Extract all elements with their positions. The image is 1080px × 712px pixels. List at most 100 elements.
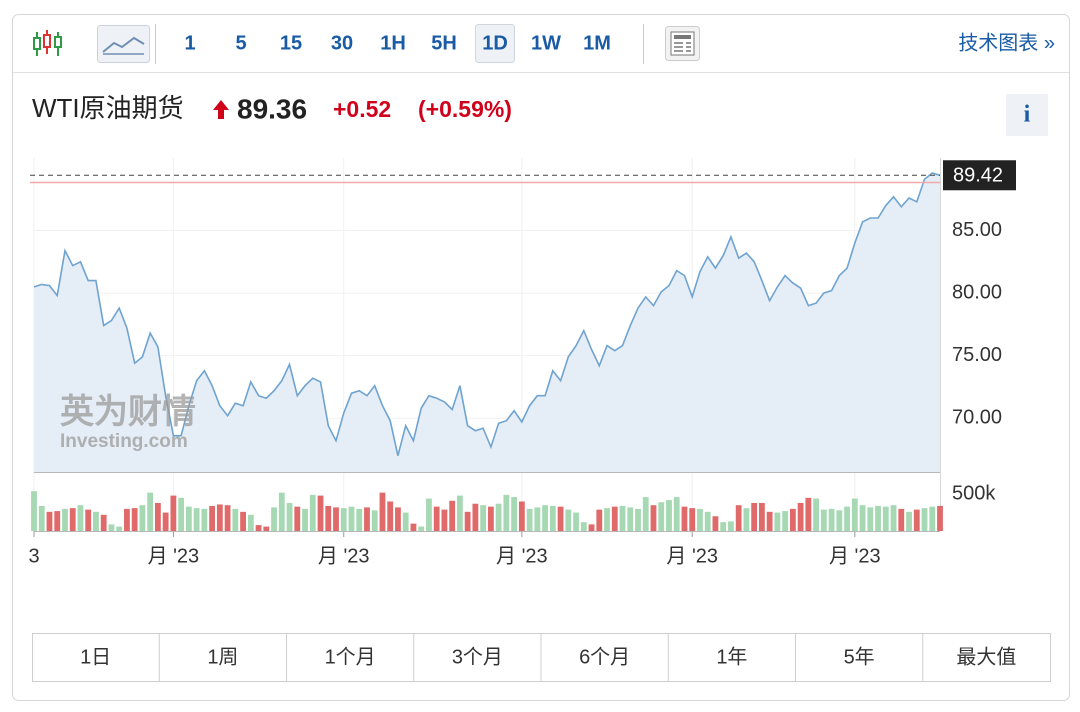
volume-bar: [480, 505, 487, 531]
volume-bar: [557, 506, 564, 531]
range-button[interactable]: 最大值: [956, 645, 1016, 668]
y-tick-label: 85.00: [952, 219, 1002, 241]
x-tick-label: 月 '23: [666, 545, 718, 567]
volume-bar: [859, 505, 866, 531]
volume-bar: [921, 508, 928, 531]
watermark-site: Investing.com: [60, 431, 188, 452]
volume-bar: [93, 511, 99, 531]
volume-bar: [882, 506, 889, 531]
volume-bar: [302, 508, 308, 531]
volume-bar: [565, 509, 572, 531]
volume-bar: [441, 509, 448, 531]
volume-bar: [185, 506, 192, 531]
volume-bar: [178, 497, 185, 531]
volume-bar: [371, 510, 378, 531]
volume-bar: [766, 511, 773, 531]
volume-bar: [340, 508, 347, 531]
volume-bar: [596, 509, 603, 531]
volume-bar: [495, 503, 502, 531]
volume-bar: [62, 508, 68, 531]
price-line: [33, 172, 941, 456]
active-interval-bg: [475, 24, 515, 63]
volume-bar: [642, 497, 649, 531]
range-button[interactable]: 1年: [716, 645, 747, 668]
volume-bar: [209, 505, 216, 531]
candle-icon[interactable]: [33, 30, 62, 56]
volume-bar: [100, 514, 107, 531]
volume-bar: [542, 505, 548, 531]
info-button[interactable]: [1006, 94, 1048, 136]
volume-bar: [619, 505, 626, 531]
volume-bar: [906, 511, 912, 531]
line-icon[interactable]: [97, 25, 150, 63]
volume-bar: [472, 503, 479, 531]
range-button[interactable]: 5年: [844, 645, 875, 668]
volume-bar: [867, 507, 874, 531]
volume-bar: [54, 511, 61, 531]
interval-button[interactable]: 1W: [531, 32, 561, 54]
volume-bar: [573, 512, 579, 531]
y-tick-label: 75.00: [952, 344, 1002, 366]
volume-bar: [697, 508, 703, 531]
volume-bar: [286, 502, 293, 531]
volume-bar: [549, 505, 556, 531]
volume-bar: [240, 511, 246, 531]
interval-button[interactable]: 1M: [583, 32, 611, 54]
volume-bar: [433, 506, 440, 531]
volume-bar: [418, 526, 425, 531]
volume-bar: [635, 508, 641, 531]
volume-bar: [38, 505, 45, 531]
watermark-brand: 英为财情: [60, 393, 196, 431]
range-button[interactable]: 3个月: [452, 645, 503, 668]
volume-bar: [666, 500, 672, 531]
plot: 3 月 '23 月 '23 月 '23 月 '23 月 '23 70.00 75.00 80.0…: [28, 158, 1016, 567]
volume-bar: [170, 495, 177, 531]
volume-bar: [805, 497, 812, 531]
news-icon[interactable]: [665, 26, 700, 61]
volume-bar: [782, 511, 789, 531]
volume-bar: [224, 505, 231, 531]
volume-bar: [31, 491, 37, 531]
x-tick-label: 月 '23: [829, 545, 881, 567]
interval-button[interactable]: 5H: [431, 32, 457, 54]
range-button[interactable]: 6个月: [579, 645, 630, 668]
interval-button[interactable]: 30: [331, 32, 353, 54]
volume-bar: [789, 508, 796, 531]
volume-bar: [247, 514, 254, 531]
volume-bar: [426, 498, 432, 531]
interval-button[interactable]: 5: [235, 32, 246, 54]
tech-chart-link[interactable]: 技术图表 »: [958, 31, 1055, 54]
change-percent: (+0.59%): [418, 96, 512, 122]
volume-bar: [309, 494, 316, 531]
interval-button[interactable]: 15: [280, 32, 302, 54]
volume-bar: [797, 502, 804, 531]
interval-button[interactable]: 1: [184, 32, 195, 54]
volume-bar: [588, 524, 595, 531]
info-icon[interactable]: i: [1024, 102, 1031, 128]
volume-bar: [139, 505, 146, 531]
volume-bar: [464, 511, 471, 531]
volume-bar: [147, 492, 154, 531]
volume-bar: [232, 508, 239, 531]
range-button[interactable]: 1日: [80, 646, 111, 668]
volume-bar: [758, 502, 765, 531]
volume-bar: [325, 505, 332, 531]
volume-bar: [511, 497, 518, 531]
interval-button[interactable]: 1H: [380, 32, 406, 54]
x-tick-label: 月 '23: [496, 545, 548, 567]
volume-bar: [116, 526, 123, 531]
range-button[interactable]: 1周: [207, 646, 238, 668]
up-arrow: [213, 100, 229, 119]
volume-bar: [689, 508, 696, 531]
volume-bar: [673, 497, 680, 531]
x-tick-label: 月 '23: [148, 545, 200, 567]
volume-tick-label: 500k: [952, 482, 996, 504]
volume-bar: [751, 502, 758, 531]
volume-bar: [890, 505, 897, 531]
interval-button[interactable]: 1D: [482, 32, 508, 54]
volume-bar: [77, 505, 84, 531]
y-tick-label: 70.00: [952, 406, 1002, 428]
volume-bar: [813, 498, 820, 531]
volume-bar: [851, 498, 858, 531]
range-button[interactable]: 1个月: [325, 645, 376, 668]
